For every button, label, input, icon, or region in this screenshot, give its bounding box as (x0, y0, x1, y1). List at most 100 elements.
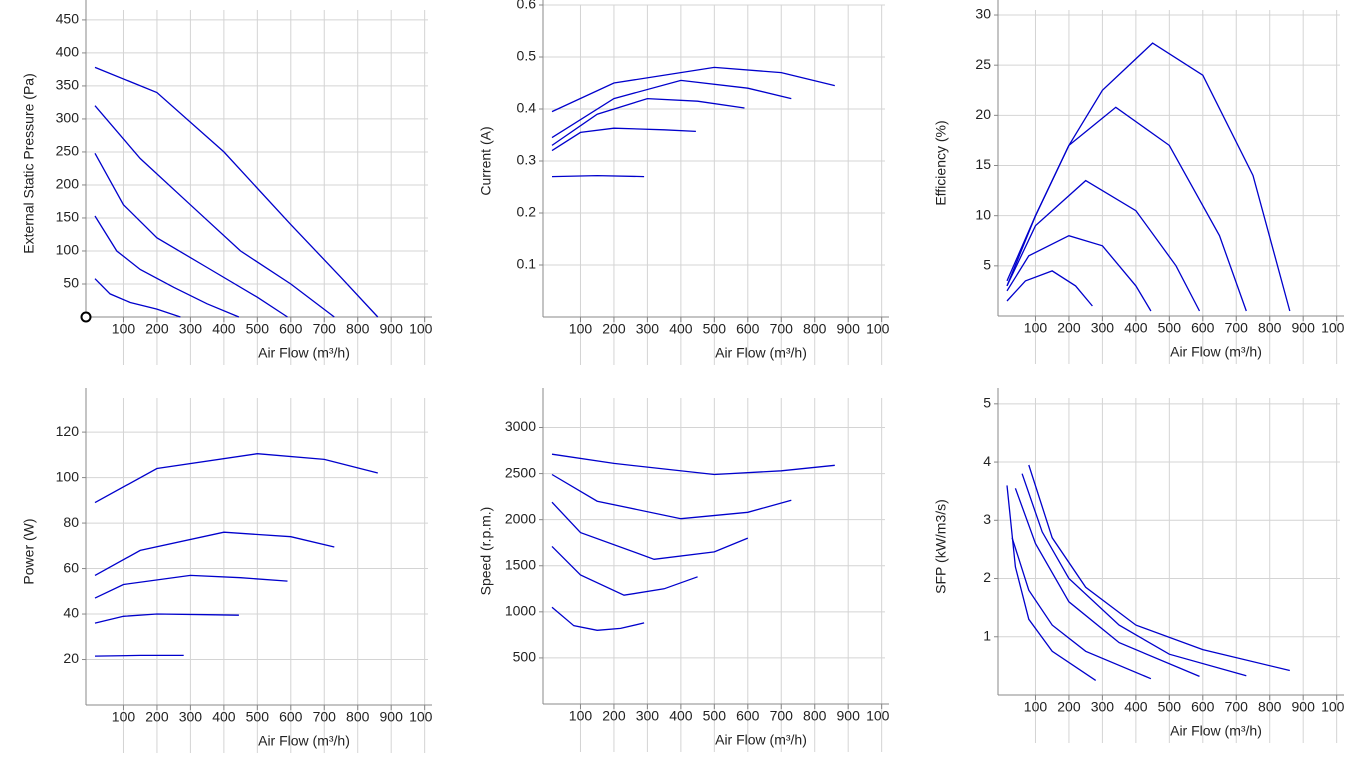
x-tick-label: 900 (837, 321, 861, 337)
y-tick-label: 25 (975, 56, 991, 72)
x-tick-label: 500 (1158, 699, 1182, 715)
x-tick-label: 600 (1191, 320, 1215, 336)
panel: 100 200 300 400 500 600 700 800 900 1000 0.1 0.2 0.3… (517, 0, 897, 365)
curve (551, 79, 792, 139)
x-axis-label: Air Flow (m³/h) (258, 345, 350, 361)
y-tick-label: 200 (56, 176, 80, 192)
x-tick-label: 300 (1091, 699, 1115, 715)
x-tick-label: 300 (636, 321, 660, 337)
y-tick-label: 2500 (505, 464, 536, 480)
y-tick-label: 120 (56, 423, 80, 439)
x-tick-label: 200 (1057, 699, 1081, 715)
y-tick-label: 0.6 (517, 0, 537, 12)
x-tick-label: 800 (1258, 699, 1282, 715)
x-tick-label: 800 (346, 321, 370, 337)
x-tick-label: 1000 (866, 321, 897, 337)
y-tick-label: 450 (56, 11, 80, 27)
curve (94, 654, 184, 657)
curve (1006, 235, 1152, 312)
x-tick-label: 600 (279, 321, 303, 337)
y-tick-label: 300 (56, 110, 80, 126)
y-tick-label: 0.1 (517, 256, 537, 272)
curve (94, 531, 335, 576)
curve (94, 613, 239, 624)
x-tick-label: 200 (602, 321, 626, 337)
curve (94, 105, 335, 318)
x-tick-label: 900 (380, 709, 404, 725)
x-tick-label: 500 (703, 321, 727, 337)
curve (551, 501, 749, 560)
curve (551, 453, 835, 476)
y-axis-label: Efficiency (%) (933, 120, 949, 205)
curve (94, 152, 288, 318)
x-tick-label: 400 (212, 709, 236, 725)
curve (1006, 179, 1201, 312)
y-tick-label: 400 (56, 44, 80, 60)
x-tick-label: 400 (1124, 699, 1148, 715)
y-tick-label: 1500 (505, 556, 536, 572)
y-tick-label: 0.4 (517, 100, 537, 116)
x-tick-label: 400 (669, 321, 693, 337)
curve (551, 606, 645, 631)
curve (551, 545, 698, 596)
x-tick-label: 900 (1292, 320, 1316, 336)
curve (1006, 485, 1097, 681)
curve (551, 127, 696, 152)
x-tick-label: 1000 (1321, 699, 1352, 715)
x-tick-label: 500 (246, 709, 270, 725)
x-tick-label: 800 (803, 708, 827, 724)
curve (551, 174, 645, 178)
x-axis-label: Air Flow (m³/h) (1170, 723, 1262, 739)
x-tick-label: 500 (246, 321, 270, 337)
x-tick-label: 1000 (409, 709, 440, 725)
curve (551, 97, 745, 146)
x-tick-label: 900 (837, 708, 861, 724)
x-tick-label: 100 (112, 709, 136, 725)
y-tick-label: 3000 (505, 418, 536, 434)
panel: 100 200 300 400 500 600 700 800 900 1000 20 40 60 80 1… (56, 388, 440, 753)
y-tick-label: 100 (56, 468, 80, 484)
x-tick-label: 800 (1258, 320, 1282, 336)
x-tick-label: 700 (1225, 699, 1249, 715)
y-tick-label: 20 (63, 650, 79, 666)
x-tick-label: 600 (279, 709, 303, 725)
x-tick-label: 400 (1124, 320, 1148, 336)
x-tick-label: 1000 (866, 708, 897, 724)
y-tick-label: 2 (983, 569, 991, 585)
y-tick-label: 100 (56, 242, 80, 258)
y-tick-label: 250 (56, 143, 80, 159)
y-tick-label: 15 (975, 156, 991, 172)
y-tick-label: 5 (983, 395, 991, 411)
x-tick-label: 700 (313, 321, 337, 337)
curve (94, 574, 288, 599)
x-axis-label: Air Flow (m³/h) (715, 345, 807, 361)
x-tick-label: 900 (1292, 699, 1316, 715)
y-tick-label: 0.2 (517, 204, 537, 220)
curve (94, 215, 240, 318)
y-axis-label: SFP (kW/m3/s) (933, 499, 949, 594)
curve (94, 278, 181, 318)
curve (1006, 42, 1291, 312)
curve (551, 473, 792, 520)
y-tick-label: 4 (983, 453, 991, 469)
y-tick-label: 1000 (505, 603, 536, 619)
x-tick-label: 400 (669, 708, 693, 724)
x-tick-label: 200 (145, 709, 169, 725)
x-tick-label: 100 (569, 708, 593, 724)
origin-marker (80, 311, 92, 323)
curve (94, 453, 378, 504)
x-tick-label: 600 (1191, 699, 1215, 715)
x-tick-label: 100 (1024, 320, 1048, 336)
panel: 100 200 300 400 500 600 700 800 900 1000 500 1000 15… (505, 388, 897, 752)
curve (1014, 488, 1200, 677)
y-tick-label: 150 (56, 209, 80, 225)
x-tick-label: 800 (803, 321, 827, 337)
x-tick-label: 300 (1091, 320, 1115, 336)
x-tick-label: 1000 (1321, 320, 1352, 336)
panel: 100 200 300 400 500 600 700 800 900 1000 50 100 150 2… (56, 0, 432, 365)
y-tick-label: 0.5 (517, 48, 537, 64)
y-tick-label: 60 (63, 559, 79, 575)
y-tick-label: 40 (63, 605, 79, 621)
